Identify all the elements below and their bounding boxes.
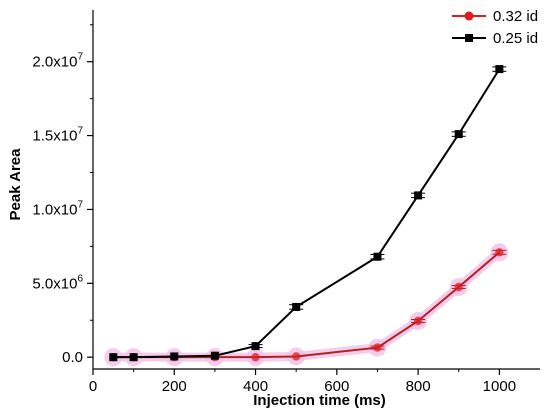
- x-tick-label: 800: [406, 378, 431, 395]
- x-tick-label: 600: [324, 378, 349, 395]
- legend: 0.32 id 0.25 id: [452, 8, 538, 47]
- y-tick-mantissa: 2.0x10: [32, 54, 77, 71]
- data-point: [292, 302, 301, 311]
- axes: 0 200 400 600 800 10000.05.0x1061.0x1071.5x10…: [7, 10, 540, 409]
- data-point: [210, 351, 219, 360]
- data-point: [109, 353, 118, 362]
- legend-marker: [464, 11, 474, 21]
- data-point: [414, 191, 423, 200]
- legend-label: 0.32 id: [493, 8, 538, 25]
- y-tick-exponent: 7: [77, 52, 83, 63]
- y-tick-mantissa: 1.0x10: [32, 201, 77, 218]
- legend-marker: [465, 34, 473, 42]
- data-point: [495, 248, 504, 257]
- y-tick-label: 2.0x107: [32, 52, 83, 71]
- series-halo: [108, 247, 504, 362]
- halo-layer: [104, 243, 509, 367]
- data-point: [291, 352, 301, 361]
- series-layer: [109, 65, 507, 362]
- x-tick-label: 0: [89, 378, 97, 395]
- data-point: [251, 342, 260, 351]
- y-tick-exponent: 6: [77, 273, 83, 284]
- x-tick-label: 1000: [483, 378, 516, 395]
- data-point: [129, 353, 138, 362]
- x-tick-label: 200: [162, 378, 187, 395]
- data-point: [251, 352, 260, 362]
- data-point: [495, 65, 504, 74]
- y-tick-label: 1.0x107: [32, 199, 83, 218]
- legend-label: 0.25 id: [493, 30, 538, 47]
- y-tick-exponent: 7: [77, 126, 83, 137]
- data-point: [413, 316, 423, 326]
- data-point: [170, 352, 179, 361]
- x-tick-label: 400: [243, 378, 268, 395]
- data-point: [454, 130, 463, 139]
- y-tick-label: 1.5x107: [32, 126, 83, 145]
- series-line: [113, 68, 501, 359]
- x-axis-title: Injection time (ms): [253, 392, 386, 409]
- data-point: [454, 282, 463, 292]
- y-tick-mantissa: 0.0: [62, 349, 83, 366]
- y-tick-label: 5.0x106: [32, 273, 83, 292]
- y-tick-exponent: 7: [77, 199, 83, 210]
- y-axis-title: Peak Area: [7, 148, 24, 221]
- data-point: [373, 252, 382, 261]
- y-tick-mantissa: 5.0x10: [32, 275, 77, 292]
- data-point: [373, 343, 382, 352]
- y-tick-label: 0.0: [62, 349, 83, 366]
- y-tick-mantissa: 1.5x10: [32, 128, 77, 145]
